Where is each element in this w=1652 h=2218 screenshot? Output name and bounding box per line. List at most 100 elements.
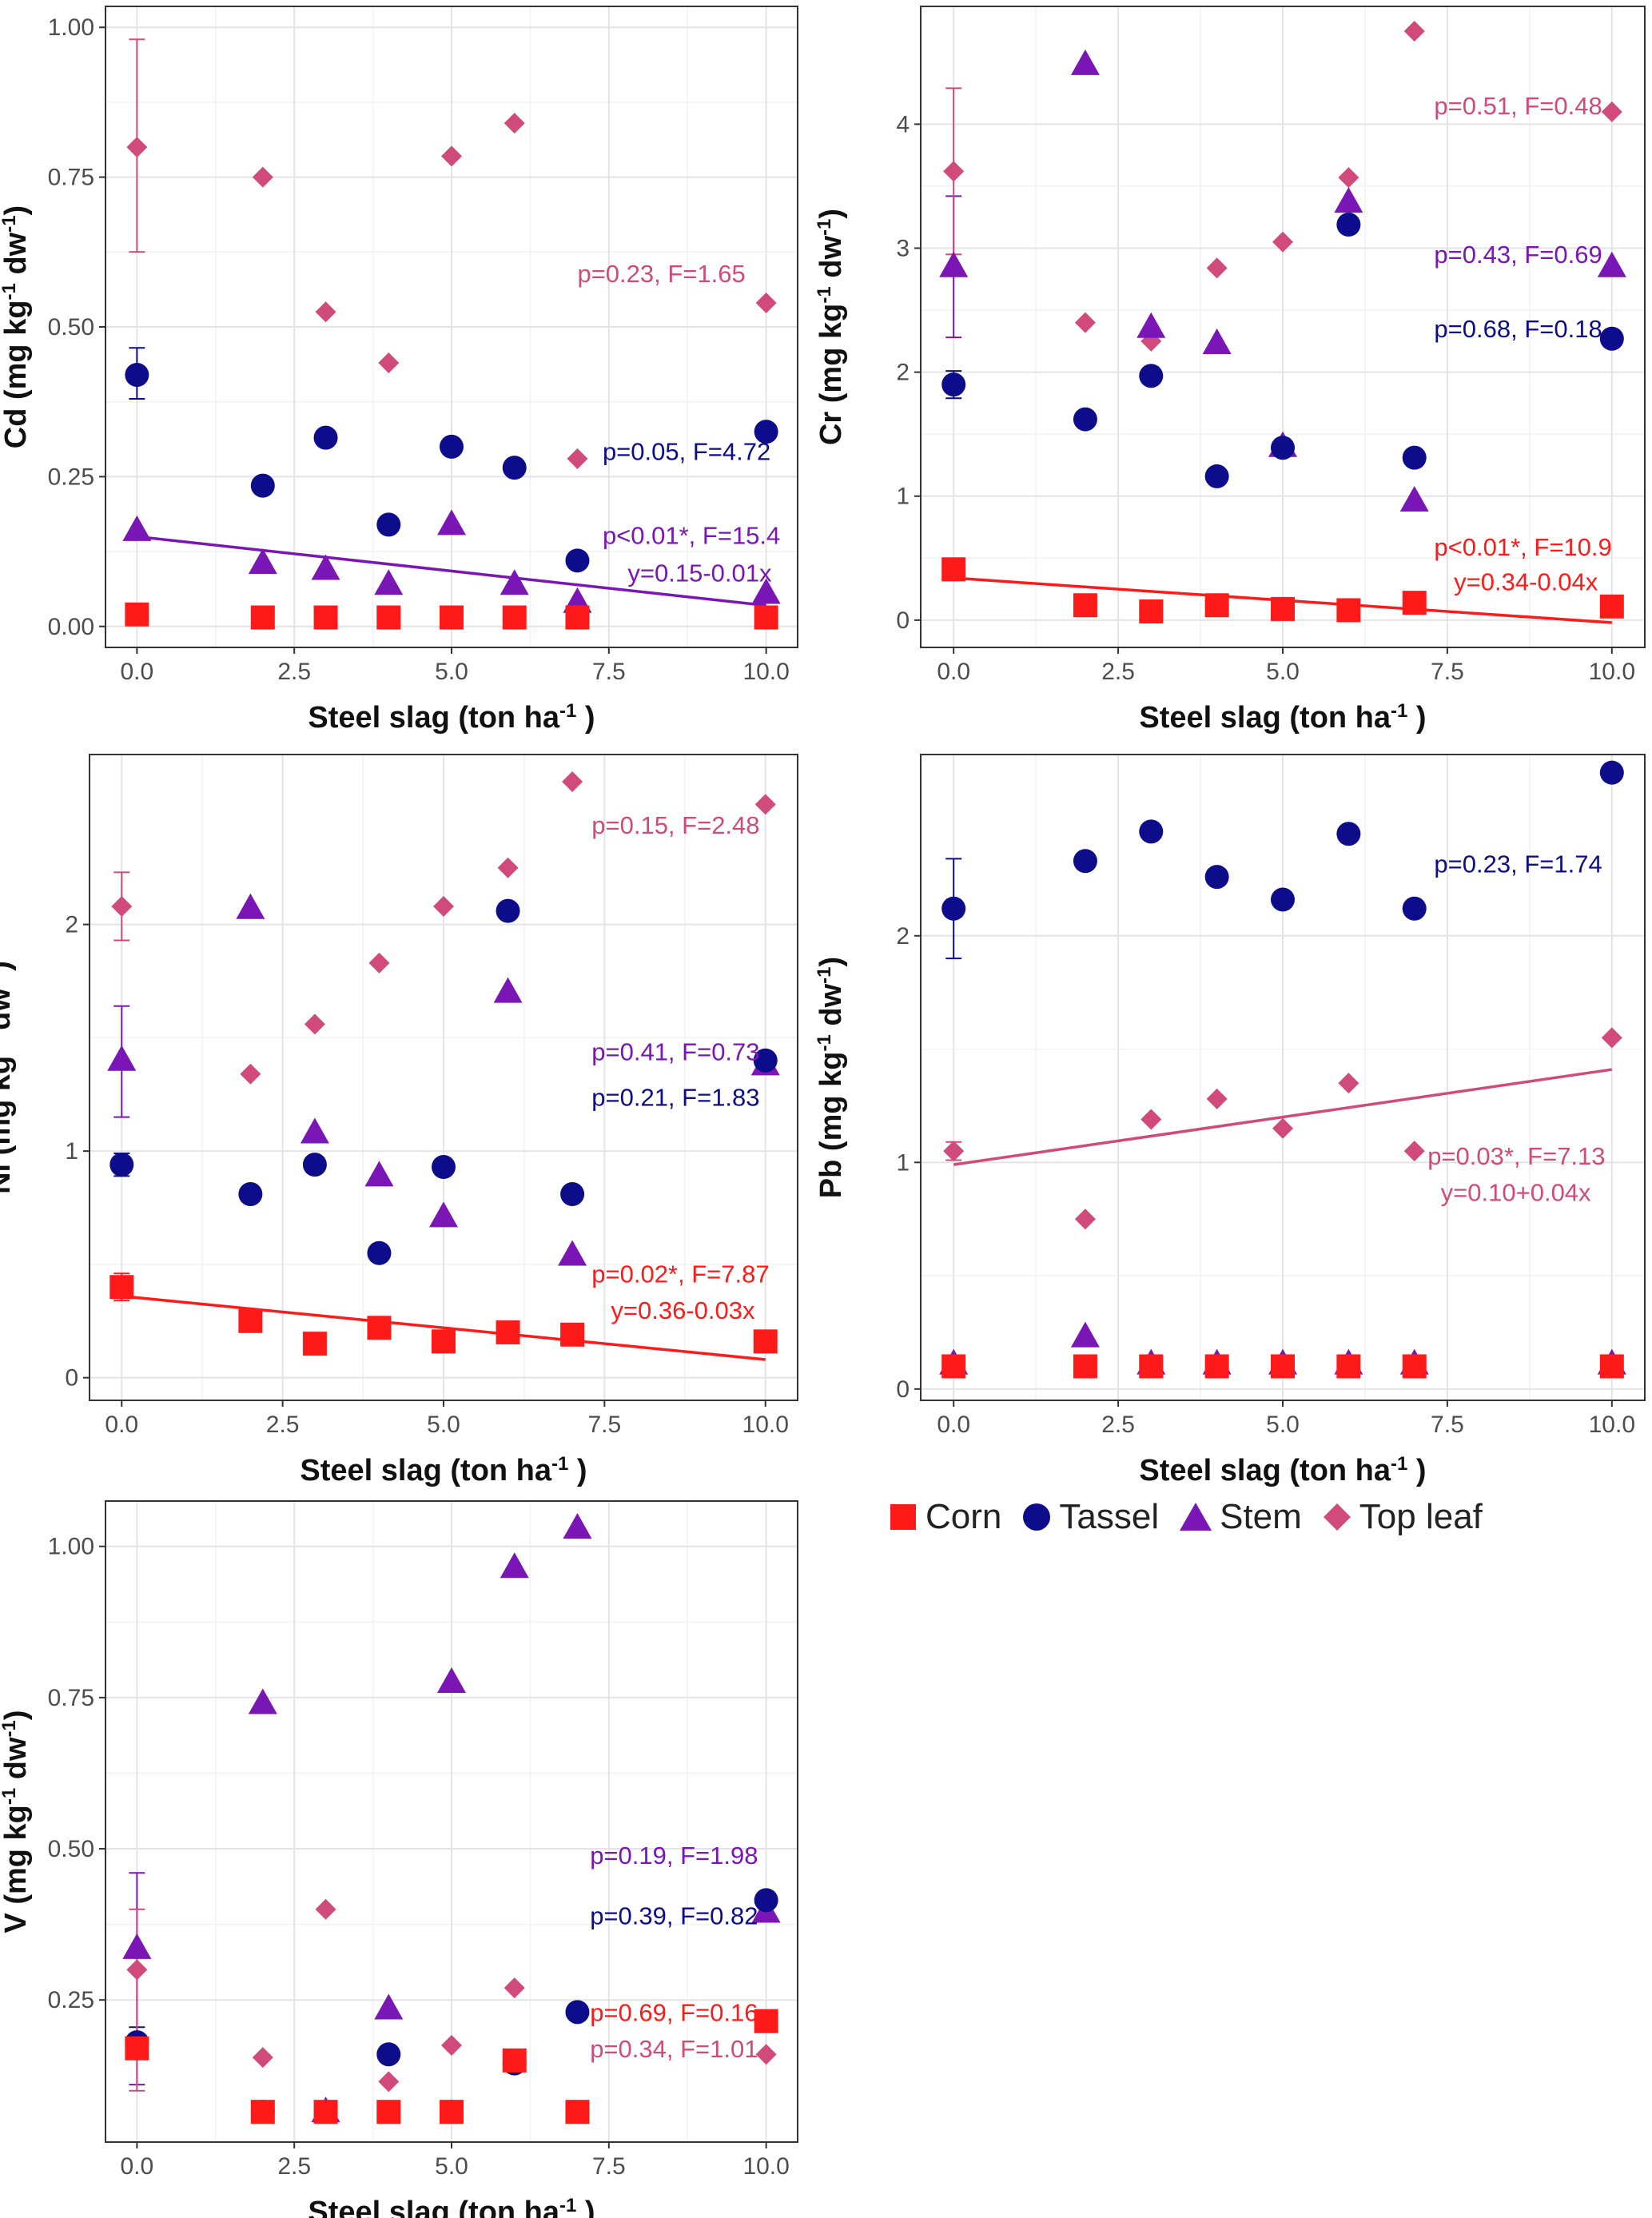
point-top-leaf [315,301,336,323]
point-corn [1073,1354,1097,1379]
x-tick-label: 10.0 [742,1412,789,1438]
point-corn [109,1275,134,1300]
point-corn [432,1329,456,1354]
x-tick-label: 5.0 [1266,659,1300,685]
point-top-leaf [1272,1117,1293,1139]
stat-annotation-top-leaf: p=0.23, F=1.65 [577,260,745,288]
point-corn [754,605,778,630]
x-tick-label: 7.5 [588,1412,622,1438]
point-corn [1336,598,1361,623]
y-tick-label: 0 [896,607,910,634]
point-stem [493,977,523,1003]
y-tick-label: 0 [65,1365,78,1392]
point-top-leaf [441,2034,462,2056]
point-tassel [1271,887,1295,912]
point-corn [125,2036,149,2061]
point-corn [1336,1354,1361,1379]
y-axis-title: V (mg kg-1 dw-1) [0,1710,33,1933]
x-tick-label: 7.5 [1431,659,1464,685]
y-tick-label: 0.50 [48,1836,94,1862]
point-corn [560,1322,585,1347]
stat-annotation-top-leaf: y=0.10+0.04x [1441,1179,1591,1207]
point-tassel [941,896,966,921]
point-tassel [941,372,966,397]
point-corn [440,2100,464,2124]
point-top-leaf [504,113,525,134]
point-corn [302,1332,327,1356]
plot-border [105,1500,798,2143]
point-tassel [1336,822,1361,846]
point-tassel [1073,849,1097,874]
point-top-leaf [433,895,454,917]
x-tick-label: 2.5 [266,1412,300,1438]
point-stem [500,1552,529,1579]
legend-label-top-leaf: Top leaf [1359,1497,1483,1536]
point-stem [429,1201,458,1228]
y-tick-label: 2 [896,360,910,386]
x-axis-title: Steel slag (ton ha-1 ) [1139,1453,1426,1488]
legend-swatch-stem [1180,1503,1212,1531]
point-stem [311,554,340,580]
point-corn [941,1354,966,1379]
point-top-leaf [1140,1109,1162,1130]
y-tick-label: 2 [65,912,78,938]
x-tick-label: 5.0 [435,2153,468,2180]
point-tassel [565,548,590,573]
point-tassel [440,434,464,459]
y-tick-label: 2 [896,923,910,950]
y-tick-label: 0.75 [48,1685,94,1711]
point-top-leaf [943,161,965,182]
y-tick-label: 1 [65,1138,78,1165]
stat-annotation-corn: p=0.02*, F=7.87 [591,1260,769,1288]
x-tick-label: 5.0 [435,659,468,685]
y-tick-label: 0.25 [48,1987,94,2013]
point-tassel [1204,464,1229,488]
stat-annotation-corn: y=0.34-0.04x [1454,568,1598,596]
fit-line-stem [137,535,766,607]
point-top-leaf [1403,21,1425,42]
point-top-leaf [111,895,133,917]
point-top-leaf [755,2044,777,2065]
stat-annotation-top-leaf: p=0.34, F=1.01 [590,2035,758,2063]
point-corn [565,2100,590,2124]
point-corn [754,2009,778,2033]
point-corn [1204,593,1229,618]
y-tick-label: 0.50 [48,314,94,340]
point-corn [565,605,590,630]
point-top-leaf [304,1013,325,1035]
point-tassel [376,2042,401,2067]
point-corn [1599,594,1624,619]
point-corn [238,1308,263,1333]
point-tassel [754,1888,778,1913]
point-corn [440,605,464,630]
point-corn [313,2100,338,2124]
y-tick-label: 3 [896,235,910,261]
point-tassel [754,420,778,444]
legend-item-corn: Corn [887,1497,1001,1537]
point-stem [500,569,529,595]
y-tick-label: 0.75 [48,165,94,191]
point-top-leaf [126,1959,148,1981]
point-top-leaf [754,794,776,815]
stat-annotation-corn: p=0.69, F=0.16 [590,1999,758,2027]
panel-pb: 0.0 2.5 5.0 7.5 10.0 0 1 2 Steel slag (ton ha-1 … [814,754,1646,1488]
y-tick-label: 1 [896,484,910,510]
y-tick-label: 4 [896,111,910,137]
y-tick-label: 0 [896,1376,910,1403]
point-top-leaf [562,771,583,793]
legend-label-tassel: Tassel [1059,1497,1160,1536]
point-stem [374,569,404,595]
panel-v: 0.0 2.5 5.0 7.5 10.0 0.25 0.50 0.75 1.00 Steel sl… [0,1500,798,2218]
point-stem [1597,251,1626,277]
point-corn [1139,1354,1164,1379]
point-top-leaf [126,137,148,158]
y-axis-title: Ni (mg kg-1 dw-1) [0,961,17,1194]
point-top-leaf [378,2071,400,2093]
point-stem [1070,49,1100,75]
point-tassel [502,456,527,480]
x-tick-label: 0.0 [121,2153,154,2180]
y-axis-title: Cd (mg kg-1 dw-1) [0,205,33,448]
x-tick-label: 0.0 [937,659,970,685]
point-tassel [565,2000,590,2025]
point-corn [941,557,966,582]
